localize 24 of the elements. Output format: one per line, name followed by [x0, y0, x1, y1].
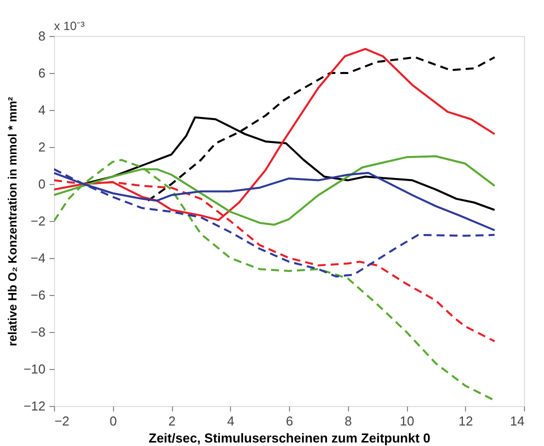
y-tick-label: 6: [38, 66, 46, 80]
y-tick-label: −2: [30, 214, 46, 228]
x-axis-title: Zeit/sec, Stimuluserscheinen zum Zeitpunkt 0: [148, 430, 430, 446]
x-tick-label: 0: [110, 414, 117, 428]
y-axis-title: relative Hb O₂ Konzentration in mmol * mm²: [5, 96, 20, 346]
text: x 10⁻³: [54, 19, 85, 33]
x-tick-label: 10: [400, 414, 414, 428]
y-tick-label: −12: [23, 398, 46, 414]
x-tick-label: 6: [286, 414, 294, 428]
y-tick-label: −8: [30, 324, 46, 340]
y-tick-label: −6: [30, 288, 46, 302]
x-tick-label: −2: [54, 414, 70, 428]
x-tick-label: 12: [458, 414, 473, 428]
y-tick-label: 4: [38, 102, 46, 118]
x-tick-label: 8: [344, 414, 352, 428]
y-tick-label: 2: [38, 140, 46, 154]
line-series: [54, 168, 496, 278]
x-tick-label: 4: [227, 414, 234, 428]
x-tick-label: 14: [510, 414, 524, 428]
x-tick-label: 2: [168, 414, 176, 428]
y-tick-label: −10: [23, 362, 46, 376]
y-tick-label: 8: [38, 28, 46, 44]
y-tick-label: −4: [30, 250, 46, 266]
y-tick-label: 0: [38, 176, 46, 192]
